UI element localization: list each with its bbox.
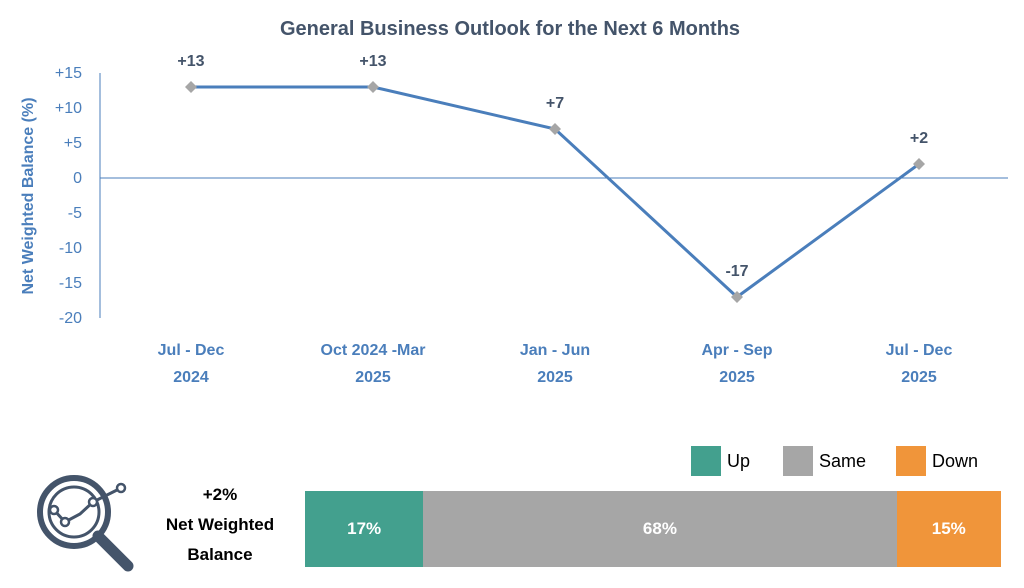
legend-up: Up [691, 446, 750, 476]
magnifier-chart-icon [32, 470, 142, 585]
y-tick-label: -20 [59, 310, 82, 327]
summary-line-2: Balance [187, 545, 253, 564]
legend-swatch-same [783, 446, 813, 476]
data-point-marker [549, 123, 561, 135]
x-tick-label: Jul - Dec [886, 342, 953, 359]
legend-label-same: Same [819, 450, 867, 471]
x-tick-label: 2025 [719, 369, 755, 386]
y-tick-label: -5 [68, 205, 82, 222]
x-tick-label: Jul - Dec [158, 342, 225, 359]
legend-label-up: Up [727, 450, 751, 471]
y-tick-label: -10 [59, 240, 82, 257]
data-label: +7 [546, 95, 564, 112]
y-tick-label: +15 [55, 65, 82, 82]
x-tick-label: Oct 2024 -Mar [321, 342, 426, 359]
legend-label-down: Down [932, 450, 979, 471]
segment-down: 15% [896, 491, 1001, 567]
data-label: +2 [910, 130, 928, 147]
x-tick-label: 2025 [901, 369, 937, 386]
legend-swatch-down [896, 446, 926, 476]
data-label: +13 [359, 53, 386, 70]
x-tick-label: 2024 [173, 369, 209, 386]
x-tick-label: 2025 [537, 369, 573, 386]
summary-value: +2% [202, 485, 238, 504]
series-line [191, 85, 920, 299]
y-tick-label: +10 [55, 100, 82, 117]
net-weighted-balance-summary: +2% Net Weighted Balance [140, 480, 300, 570]
x-tick-label: Apr - Sep [701, 342, 772, 359]
segment-same: 68% [423, 491, 897, 567]
legend-same: Same [783, 446, 866, 476]
data-point-marker [367, 81, 379, 93]
data-point-marker [913, 158, 925, 170]
data-point-marker [185, 81, 197, 93]
line-chart: General Business Outlook for the Next 6 … [20, 18, 1008, 386]
summary-line-1: Net Weighted [165, 515, 275, 534]
data-label: +13 [177, 53, 204, 70]
distribution-bar: 17% 68% 15% [305, 491, 1001, 567]
x-tick-label: Jan - Jun [520, 342, 590, 359]
legend-down: Down [896, 446, 978, 476]
data-label: -17 [725, 263, 748, 280]
legend-swatch-up [691, 446, 721, 476]
y-tick-label: +5 [64, 135, 82, 152]
data-point-marker [731, 291, 743, 303]
y-axis-label: Net Weighted Balance (%) [20, 97, 37, 294]
chart-title: General Business Outlook for the Next 6 … [280, 18, 740, 40]
x-tick-label: 2025 [355, 369, 391, 386]
segment-up: 17% [305, 491, 424, 567]
y-tick-label: 0 [73, 170, 82, 187]
y-tick-label: -15 [59, 275, 82, 292]
